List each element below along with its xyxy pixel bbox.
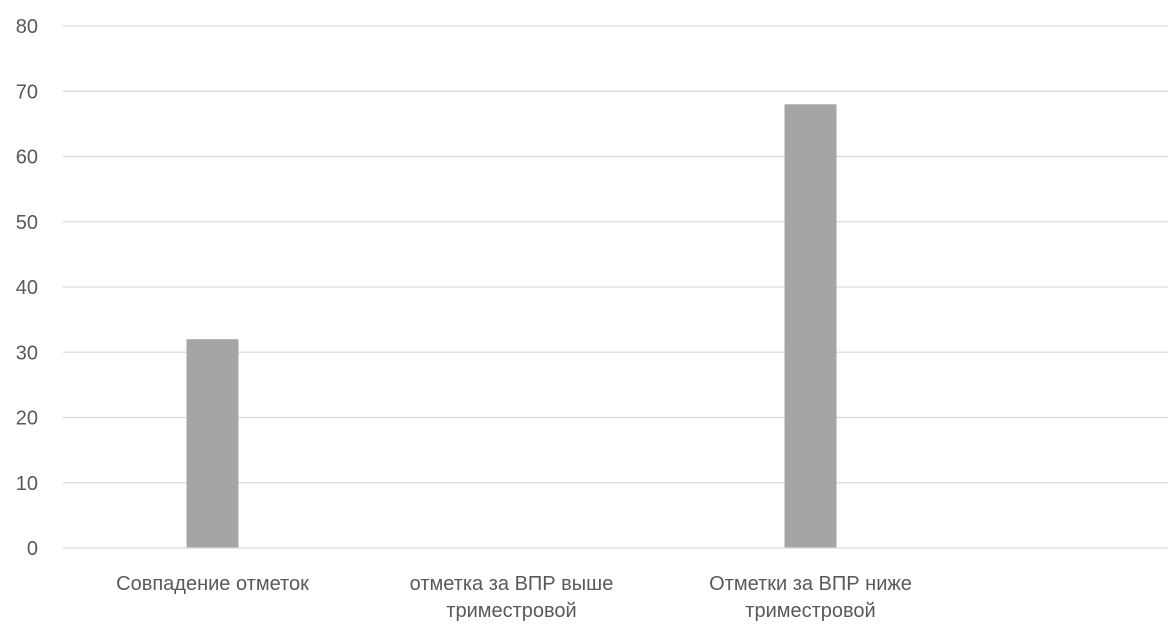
x-category-label: Отметки за ВПР ниже триместровой <box>709 573 912 622</box>
y-tick-label: 10 <box>16 473 38 495</box>
x-category-label-line: Совпадение отметок <box>116 573 309 595</box>
gridlines <box>63 25 1168 484</box>
bar <box>186 339 239 548</box>
y-tick-label: 50 <box>16 212 38 234</box>
x-category-label-line: Отметки за ВПР ниже <box>709 573 912 595</box>
y-tick-label: 70 <box>16 81 38 103</box>
x-category-label: отметка за ВПР выше триместровой <box>410 573 614 622</box>
y-tick-label: 30 <box>16 342 38 364</box>
x-axis-category-labels: Совпадение отметок отметка за ВПР выше три… <box>116 573 912 622</box>
y-tick-label: 0 <box>27 538 38 560</box>
x-category-label-line: триместровой <box>745 600 875 622</box>
y-tick-label: 20 <box>16 408 38 430</box>
bar <box>784 104 837 549</box>
y-tick-label: 60 <box>16 147 38 169</box>
y-tick-label: 40 <box>16 277 38 299</box>
x-category-label: Совпадение отметок <box>116 573 309 595</box>
bars <box>186 104 837 549</box>
y-axis-tick-labels: 0 10 20 30 40 50 60 70 80 <box>16 16 38 560</box>
y-tick-label: 80 <box>16 16 38 38</box>
x-category-label-line: отметка за ВПР выше <box>410 573 614 595</box>
x-category-label-line: триместровой <box>446 600 576 622</box>
